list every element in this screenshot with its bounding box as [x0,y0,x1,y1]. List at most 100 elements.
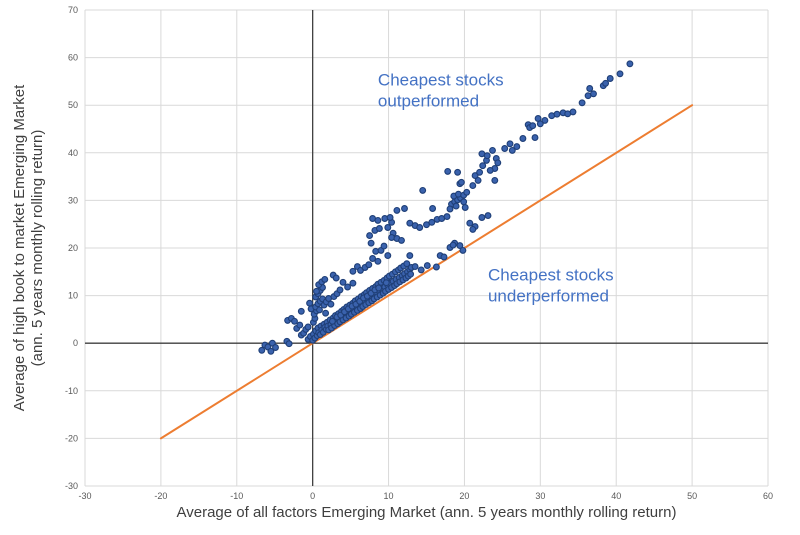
y-tick-label: 10 [68,291,78,301]
scatter-point [374,216,382,224]
scatter-point [384,252,392,260]
gridlines [84,9,769,487]
y-tick-label: -10 [65,386,78,396]
scatter-point [513,143,521,151]
scatter-point [432,263,440,271]
scatter-point [469,182,477,190]
y-tick-label: 70 [68,5,78,15]
scatter-point [457,178,465,186]
scatter-point [466,219,474,227]
scatter-point [494,159,502,167]
scatter-point [578,99,586,107]
scatter-points [258,60,634,355]
scatter-point [508,146,516,154]
scatter-point [459,246,467,254]
x-axis-tick-labels: -30 -20 -10 0 10 20 30 40 50 60 [78,491,773,501]
scatter-point [296,321,304,329]
x-tick-label: 10 [384,491,394,501]
scatter-point [267,347,275,355]
annotation-line: Cheapest stocks [378,71,504,90]
scatter-point [569,108,577,116]
scatter-point [407,270,415,278]
scatter-point [484,212,492,220]
scatter-point [416,224,424,231]
y-axis-title-line2: (ann. 5 years monthly rolling return) [29,130,46,367]
scatter-point [369,255,377,262]
scatter-point [374,257,382,265]
scatter-point [327,300,335,308]
y-tick-label: -30 [65,481,78,491]
scatter-point [602,79,610,87]
scatter-point [291,317,298,325]
scatter-point [461,204,469,211]
scatter-point [382,279,390,287]
scatter-point [443,213,451,221]
scatter-point [454,168,462,176]
y-axis-tick-labels: -30 -20 -10 0 10 20 30 40 50 60 70 [65,5,78,491]
x-tick-label: 30 [535,491,545,501]
scatter-point [616,70,624,78]
scatter-point [471,172,479,180]
scatter-point [297,307,305,315]
x-tick-label: 40 [611,491,621,501]
y-tick-label: 20 [68,243,78,253]
scatter-point [398,236,405,244]
scatter-point [586,85,594,92]
y-tick-label: 60 [68,53,78,63]
scatter-point [349,279,357,287]
x-tick-label: -10 [230,491,243,501]
y-tick-label: 50 [68,100,78,110]
x-tick-label: -20 [154,491,167,501]
y-axis-title-line1: Average of high book to market Emerging … [11,84,28,411]
y-tick-label: -20 [65,433,78,443]
scatter-point [380,242,388,250]
scatter-point [406,252,414,260]
scatter-point [452,202,460,210]
scatter-point [316,306,323,314]
scatter-point [553,110,561,118]
scatter-point [339,278,347,286]
scatter-point [375,225,383,232]
x-tick-label: 0 [310,491,315,501]
scatter-point [313,287,320,295]
scatter-point [322,309,330,317]
scatter-point [428,218,436,226]
scatter-point [479,162,487,170]
scatter-point [529,122,537,130]
scatter-point [449,241,457,249]
scatter-point [531,134,539,142]
scatter-point [423,262,431,270]
scatter-point [460,198,468,206]
scatter-point [419,186,427,194]
scatter-point [501,145,509,152]
scatter-point [486,166,494,174]
scatter-point [491,176,499,184]
scatter-point [258,346,266,354]
x-tick-label: 20 [459,491,469,501]
scatter-point [606,75,614,82]
scatter-point [366,232,374,240]
annotation-underperformed: Cheapest stocks underperformed [488,265,614,305]
scatter-point [272,344,279,351]
scatter-point [306,299,314,307]
scatter-point [349,267,357,275]
scatter-point [469,225,477,233]
scatter-point [403,260,411,268]
scatter-point [626,60,634,68]
scatter-point [483,152,491,160]
scatter-point [506,140,514,148]
scatter-point [474,176,482,184]
scatter-point [476,168,484,176]
scatter-point [440,253,448,261]
scatter-point [411,263,419,271]
scatter-point [336,286,344,294]
scatter-point [446,205,454,213]
annotation-line: Cheapest stocks [488,265,614,284]
scatter-point [489,146,496,154]
x-tick-label: 50 [687,491,697,501]
scatter-point [590,90,597,98]
scatter-point [463,188,471,196]
scatter-point [429,205,437,212]
